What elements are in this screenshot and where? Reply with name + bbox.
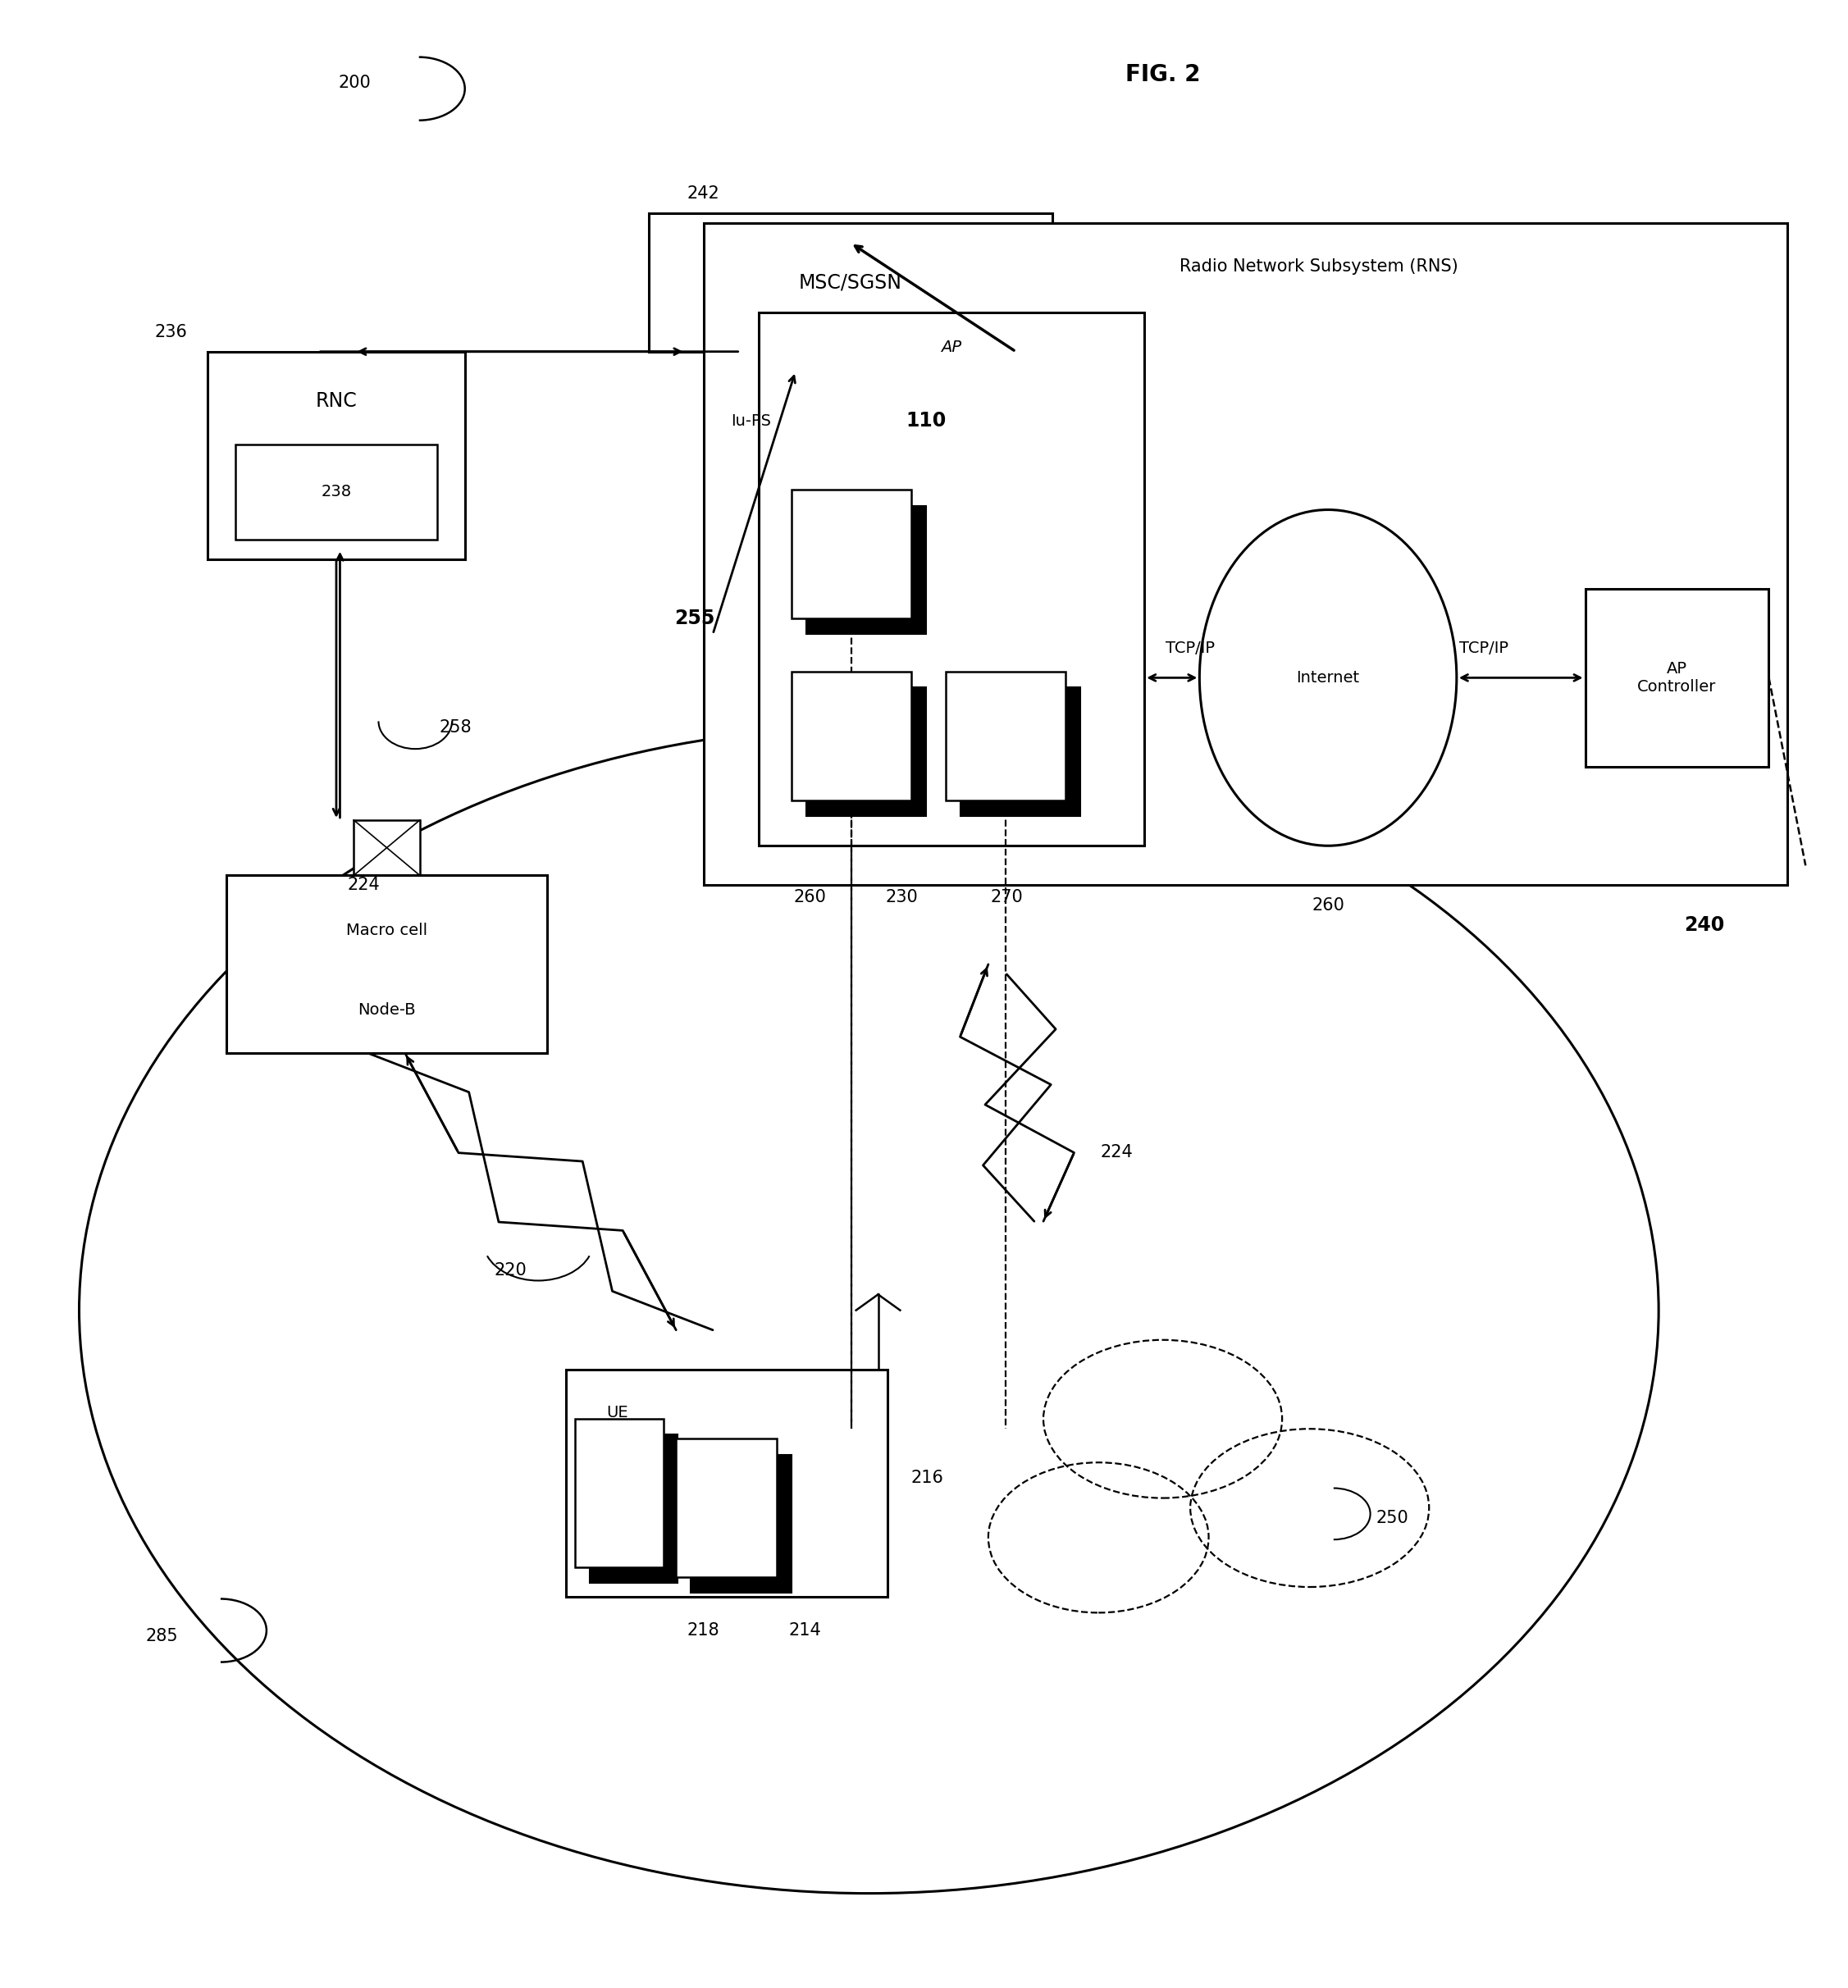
Text: UE: UE <box>606 1406 628 1421</box>
Text: 238: 238 <box>322 485 351 499</box>
Text: 260: 260 <box>1312 897 1343 912</box>
Text: 230: 230 <box>885 889 918 905</box>
Bar <box>225 875 547 1054</box>
Bar <box>760 312 1144 845</box>
Text: FIG. 2: FIG. 2 <box>1125 64 1201 85</box>
Bar <box>946 672 1066 801</box>
Text: Internet: Internet <box>1297 670 1360 686</box>
Bar <box>791 489 911 618</box>
Bar <box>961 688 1079 817</box>
Bar <box>806 688 926 817</box>
Text: 242: 242 <box>687 185 721 201</box>
Bar <box>575 1419 663 1567</box>
Bar <box>565 1370 887 1596</box>
Bar <box>691 1455 791 1592</box>
Text: TCP/IP: TCP/IP <box>1166 640 1214 656</box>
Text: Radio Network Subsystem (RNS): Radio Network Subsystem (RNS) <box>1179 258 1458 274</box>
Text: 218: 218 <box>687 1622 721 1638</box>
Bar <box>676 1439 776 1576</box>
Text: 270: 270 <box>991 889 1024 905</box>
Ellipse shape <box>1199 509 1456 845</box>
Bar <box>353 821 419 875</box>
Text: Macro cell: Macro cell <box>346 922 427 938</box>
Bar <box>806 505 926 634</box>
Text: Node-B: Node-B <box>359 1002 416 1018</box>
Text: 220: 220 <box>495 1262 527 1278</box>
Text: AP
Controller: AP Controller <box>1637 660 1717 694</box>
Text: 255: 255 <box>675 608 715 628</box>
Text: Iu-PS: Iu-PS <box>732 414 771 429</box>
Bar <box>649 213 1053 352</box>
Bar <box>207 352 466 559</box>
Bar <box>1586 588 1769 767</box>
Text: 200: 200 <box>338 76 371 91</box>
Text: 285: 285 <box>146 1628 177 1644</box>
Bar <box>590 1435 678 1582</box>
Text: 224: 224 <box>347 877 381 893</box>
Text: 258: 258 <box>440 720 471 736</box>
Text: 110: 110 <box>906 412 946 431</box>
Text: 214: 214 <box>789 1622 821 1638</box>
Text: 250: 250 <box>1377 1509 1408 1527</box>
Text: 216: 216 <box>911 1469 944 1487</box>
Text: RNC: RNC <box>316 392 357 412</box>
Bar <box>791 672 911 801</box>
Text: 224: 224 <box>1101 1143 1133 1161</box>
Text: TCP/IP: TCP/IP <box>1460 640 1508 656</box>
Text: MSC/SGSN: MSC/SGSN <box>798 272 902 292</box>
Text: AP: AP <box>941 340 961 356</box>
Text: 240: 240 <box>1684 914 1724 934</box>
Text: 260: 260 <box>795 889 826 905</box>
Bar <box>704 223 1787 885</box>
Text: 236: 236 <box>155 324 187 340</box>
Bar <box>235 445 438 539</box>
